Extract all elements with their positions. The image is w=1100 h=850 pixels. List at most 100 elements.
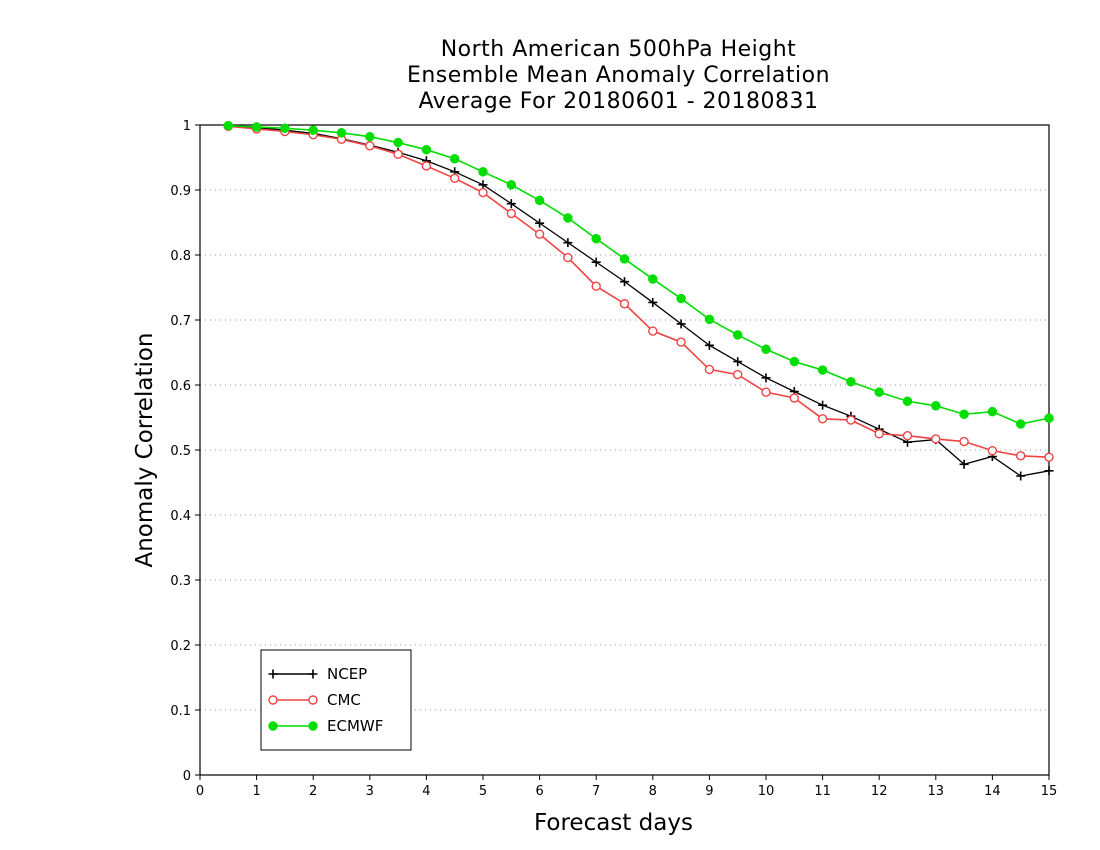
data-point: [987, 406, 998, 417]
data-point: [704, 340, 714, 350]
data-point: [280, 123, 290, 133]
data-point: [421, 144, 432, 155]
data-point: [959, 459, 969, 469]
data-point: [336, 128, 347, 138]
x-tick-label: 14: [984, 784, 1001, 799]
legend-label: ECMWF: [327, 717, 383, 735]
data-point: [251, 122, 262, 132]
chart-title-line-1: North American 500hPa Height: [440, 37, 797, 62]
data-point: [563, 252, 573, 263]
data-point: [1044, 452, 1054, 462]
data-point: [268, 695, 278, 705]
data-point: [676, 293, 686, 304]
x-axis-label: Forecast days: [534, 810, 693, 836]
data-point: [648, 326, 658, 336]
x-tick-label: 10: [758, 784, 775, 799]
legend-item-ecmwf: ECMWF: [268, 717, 383, 735]
y-tick-label: 1: [183, 119, 191, 134]
data-point: [818, 400, 828, 410]
series-ecmwf: [223, 120, 1054, 429]
data-point: [308, 721, 318, 731]
data-point: [704, 364, 715, 375]
data-point: [761, 373, 771, 383]
series-layer: [223, 120, 1054, 481]
data-point: [648, 274, 658, 284]
data-point: [902, 431, 913, 441]
data-point: [421, 161, 432, 171]
data-point: [534, 229, 545, 239]
data-point: [393, 149, 403, 159]
data-point: [789, 356, 800, 367]
y-tick-label: 0.3: [170, 574, 191, 589]
data-point: [478, 167, 488, 177]
axis-ticks: 00.10.20.30.40.50.60.70.80.910 1 2 3 4 5 6 7 8 9 1…: [170, 119, 1057, 799]
data-point: [1044, 466, 1054, 476]
data-point: [959, 409, 969, 419]
series-line-ncep: [228, 125, 1050, 477]
x-tick-label: 3: [366, 784, 374, 799]
y-tick-label: 0.7: [170, 314, 191, 329]
data-point: [365, 131, 375, 142]
data-point: [846, 377, 856, 387]
x-tick-label: 13: [928, 784, 945, 799]
y-tick-label: 0.4: [170, 509, 191, 524]
data-point: [308, 125, 318, 135]
data-point: [732, 330, 743, 340]
data-point: [817, 414, 828, 424]
data-point: [733, 357, 743, 367]
data-point: [450, 173, 460, 184]
chart-title-line-2: Ensemble Mean Anomaly Correlation: [406, 63, 831, 88]
data-point: [619, 254, 630, 264]
data-point: [902, 396, 913, 406]
legend-label: NCEP: [327, 665, 367, 683]
data-point: [1016, 471, 1026, 481]
series-ncep: [223, 121, 1054, 481]
data-point: [506, 199, 516, 209]
data-point: [223, 120, 234, 131]
grid-lines: [200, 189, 1049, 711]
x-tick-label: 1: [252, 784, 260, 799]
series-line-ecmwf: [228, 124, 1050, 425]
y-tick-label: 0.6: [170, 379, 191, 394]
data-point: [817, 365, 828, 375]
data-point: [1015, 419, 1026, 429]
data-point: [308, 695, 318, 705]
data-point: [874, 429, 884, 439]
data-point: [648, 297, 658, 307]
legend-label: CMC: [327, 691, 361, 709]
data-point: [789, 393, 799, 403]
data-point: [846, 415, 856, 425]
y-tick-label: 0.9: [170, 184, 191, 199]
series-line-cmc: [228, 125, 1050, 458]
data-point: [931, 401, 941, 411]
data-point: [591, 257, 601, 267]
data-point: [619, 299, 630, 309]
data-point: [449, 154, 460, 164]
y-tick-label: 0.8: [170, 249, 191, 264]
data-point: [761, 387, 771, 397]
y-tick-label: 0.1: [170, 704, 191, 719]
data-point: [733, 369, 743, 380]
data-point: [874, 387, 884, 397]
data-point: [506, 180, 517, 190]
data-point: [704, 314, 715, 325]
x-tick-label: 5: [479, 784, 487, 799]
data-point: [365, 141, 375, 151]
x-tick-label: 4: [422, 784, 430, 799]
data-point: [620, 277, 629, 287]
series-cmc: [223, 121, 1054, 462]
x-tick-label: 6: [535, 784, 543, 799]
data-point: [676, 337, 686, 347]
data-point: [478, 180, 488, 190]
data-point: [931, 434, 941, 444]
data-point: [478, 187, 488, 198]
x-tick-label: 2: [309, 784, 317, 799]
data-point: [393, 137, 403, 148]
data-point: [535, 218, 545, 228]
data-point: [563, 213, 573, 223]
data-point: [761, 344, 771, 354]
data-point: [563, 238, 573, 248]
legend-item-ncep: NCEP: [268, 665, 367, 683]
data-point: [987, 445, 998, 456]
data-point: [268, 721, 278, 731]
